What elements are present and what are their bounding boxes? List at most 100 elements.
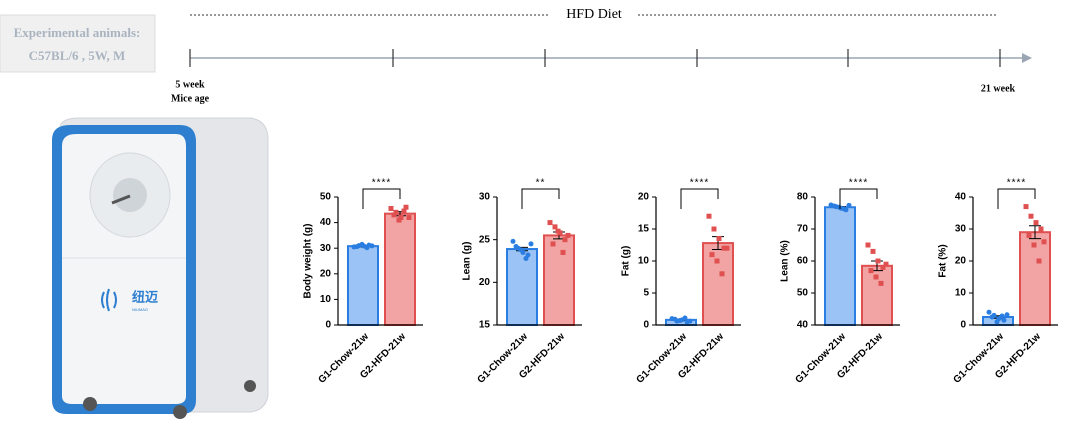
bar: [702, 242, 734, 326]
y-tick-label: 70: [797, 224, 809, 235]
bar: [543, 234, 575, 326]
data-point: [831, 203, 837, 209]
y-tick-label: 30: [320, 243, 332, 254]
data-point: [1026, 232, 1032, 238]
y-tick-label: 10: [955, 288, 967, 299]
data-point: [523, 255, 529, 261]
y-tick-label: 0: [643, 320, 649, 331]
data-point: [1004, 312, 1010, 318]
timeline-ticks: [189, 49, 1001, 67]
data-point: [510, 238, 516, 244]
animals-line2: C57BL/6 , 5W, M: [29, 48, 126, 63]
significance-bracket: [997, 188, 1036, 209]
y-tick-label: 10: [638, 256, 650, 267]
data-point: [682, 315, 688, 321]
data-point: [709, 252, 715, 258]
data-point: [560, 249, 566, 255]
significance-bracket: [839, 188, 878, 209]
data-point: [999, 313, 1005, 319]
data-point: [518, 247, 524, 253]
significance-label: ****: [849, 178, 869, 189]
data-point: [714, 258, 720, 264]
data-point: [1031, 242, 1037, 248]
y-tick-label: 30: [479, 192, 491, 203]
y-tick-label: 20: [638, 192, 650, 203]
data-point: [846, 202, 852, 208]
data-point: [393, 209, 399, 215]
data-point: [1001, 317, 1007, 323]
data-point: [687, 318, 693, 324]
significance-label: ****: [1007, 178, 1027, 189]
y-tick-label: 40: [797, 320, 809, 331]
data-point: [724, 245, 730, 251]
y-axis-label: Fat (g): [621, 246, 632, 277]
timeline-arrow: [1022, 53, 1032, 63]
data-point: [1023, 204, 1029, 210]
y-tick-label: 20: [479, 277, 491, 288]
y-axis-label: Fat (%): [938, 244, 949, 277]
data-point: [841, 206, 847, 212]
start-label: 5 week: [175, 79, 205, 90]
y-tick-label: 20: [320, 268, 332, 279]
data-point: [550, 241, 556, 247]
data-point: [391, 212, 397, 218]
data-point: [721, 245, 727, 251]
y-tick-label: 80: [797, 192, 809, 203]
bar: [384, 212, 416, 326]
start-sublabel: Mice age: [171, 93, 210, 104]
y-tick-label: 25: [479, 234, 491, 245]
y-tick-label: 15: [479, 320, 491, 331]
data-point: [870, 248, 876, 254]
y-tick-label: 0: [960, 320, 966, 331]
bar: [824, 206, 856, 327]
data-point: [989, 314, 995, 320]
device: [36, 113, 270, 436]
bar: [347, 245, 379, 326]
data-point: [719, 271, 725, 277]
data-point: [354, 244, 360, 250]
error-bar: [1029, 225, 1041, 240]
y-tick-label: 50: [797, 288, 809, 299]
data-point: [878, 280, 884, 286]
data-point: [565, 232, 571, 238]
data-point: [677, 318, 683, 324]
data-point: [398, 214, 404, 220]
y-tick-label: 40: [320, 217, 332, 228]
data-point: [865, 242, 871, 248]
device-brand-sub: NIUMAG: [132, 307, 148, 312]
data-point: [880, 264, 886, 270]
device-brand: 纽迈: [132, 289, 158, 304]
significance-label: ****: [372, 178, 392, 189]
significance-label: **: [536, 178, 546, 189]
significance-bracket: [362, 188, 401, 209]
y-tick-label: 10: [320, 294, 332, 305]
data-point: [836, 204, 842, 210]
data-point: [401, 208, 407, 214]
data-point: [875, 258, 881, 264]
y-tick-label: 40: [955, 192, 967, 203]
significance-bracket: [680, 188, 719, 209]
y-tick-label: 50: [320, 192, 332, 203]
y-tick-label: 60: [797, 256, 809, 267]
data-point: [1041, 239, 1047, 245]
y-tick-label: 5: [643, 288, 649, 299]
data-point: [388, 206, 394, 212]
end-label: 21 week: [981, 83, 1016, 94]
data-point: [513, 243, 519, 249]
data-point: [1038, 226, 1044, 232]
y-axis-label: Body weight (g): [303, 224, 314, 299]
data-point: [528, 241, 534, 247]
data-point: [716, 236, 722, 242]
data-point: [873, 274, 879, 280]
data-point: [994, 319, 1000, 325]
bar: [506, 248, 538, 326]
animals-line1: Experimental animals:: [14, 25, 141, 40]
y-tick-label: 0: [325, 320, 331, 331]
y-axis-label: Lean (g): [462, 242, 473, 281]
data-point: [986, 309, 992, 315]
data-point: [1033, 220, 1039, 226]
data-point: [364, 245, 370, 251]
data-point: [403, 204, 409, 210]
data-point: [369, 243, 375, 249]
